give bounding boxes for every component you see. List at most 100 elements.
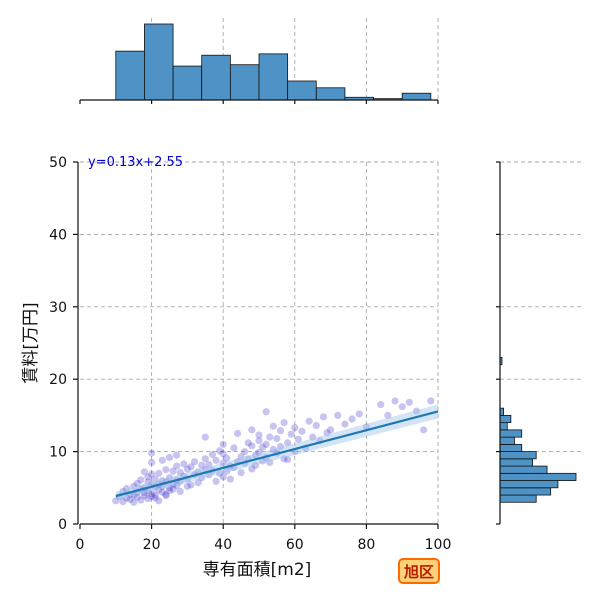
scatter-point bbox=[258, 443, 267, 451]
scatter-point bbox=[126, 495, 134, 503]
scatter-point bbox=[151, 494, 159, 502]
scatter-point bbox=[148, 458, 156, 467]
top-histogram-panel bbox=[79, 18, 439, 104]
right-histogram-bar bbox=[499, 429, 523, 438]
scatter-point bbox=[255, 448, 263, 456]
scatter-point bbox=[280, 419, 288, 427]
scatter-point bbox=[165, 487, 174, 495]
x-tick-label: 60 bbox=[286, 537, 304, 553]
scatter-point bbox=[427, 397, 435, 405]
right-histogram-bar bbox=[499, 414, 512, 424]
scatter-point bbox=[140, 489, 149, 497]
top-histogram-bar bbox=[115, 50, 145, 101]
x-axis-ticks: 0 20 40 60 80 100 bbox=[76, 524, 452, 553]
scatter-point bbox=[201, 433, 209, 441]
scatter-point bbox=[216, 447, 224, 455]
y-tick-label: 20 bbox=[49, 372, 67, 388]
right-histogram-bar bbox=[499, 443, 523, 452]
x-tick-label: 80 bbox=[357, 537, 375, 553]
scatter-point bbox=[148, 470, 156, 478]
scatter-point bbox=[323, 429, 331, 437]
right-histogram-bar bbox=[499, 472, 577, 481]
scatter-point bbox=[165, 484, 174, 492]
scatter-point bbox=[140, 492, 149, 500]
right-histogram-grid bbox=[500, 161, 582, 453]
scatter-point bbox=[162, 466, 170, 474]
scatter-point bbox=[183, 465, 191, 473]
scatter-point bbox=[276, 427, 285, 435]
top-histogram-ticks bbox=[79, 100, 439, 104]
regression-line bbox=[115, 410, 439, 498]
scatter-point bbox=[165, 453, 174, 461]
scatter-point bbox=[269, 445, 277, 454]
scatter-point bbox=[233, 429, 242, 438]
x-tick-label: 40 bbox=[214, 537, 232, 553]
right-histogram-bar bbox=[499, 436, 515, 445]
scatter-point bbox=[212, 456, 220, 464]
scatter-point bbox=[291, 424, 299, 432]
scatter-point bbox=[219, 459, 227, 467]
scatter-point bbox=[183, 482, 191, 490]
scatter-point bbox=[334, 411, 342, 419]
scatter-point bbox=[148, 489, 156, 498]
scatter-point bbox=[144, 478, 152, 486]
x-tick-label: 100 bbox=[425, 537, 452, 553]
top-histogram-bars bbox=[115, 23, 432, 101]
scatter-point bbox=[298, 427, 306, 435]
scatter-point bbox=[223, 454, 231, 462]
regression-confidence-band bbox=[115, 404, 439, 501]
scatter-point bbox=[248, 426, 256, 434]
scatter-point bbox=[187, 463, 195, 471]
scatter-point bbox=[341, 420, 349, 428]
scatter-point bbox=[273, 434, 281, 443]
main-grid bbox=[80, 161, 439, 524]
scatter-point bbox=[266, 433, 274, 441]
top-histogram-bar bbox=[201, 54, 231, 101]
scatter-point bbox=[255, 437, 263, 445]
scatter-point bbox=[112, 497, 120, 505]
scatter-point bbox=[169, 485, 177, 493]
scatter-point bbox=[151, 491, 159, 499]
scatter-point bbox=[162, 492, 170, 500]
scatter-point bbox=[130, 482, 138, 490]
scatter-point bbox=[219, 473, 227, 481]
scatter-point bbox=[173, 462, 181, 470]
top-histogram-bar bbox=[172, 65, 203, 101]
scatter-point bbox=[384, 411, 392, 419]
right-histogram-bar bbox=[499, 494, 537, 503]
scatter-point bbox=[155, 497, 163, 505]
scatter-point bbox=[244, 439, 252, 447]
y-tick-label: 40 bbox=[49, 227, 67, 243]
scatter-point bbox=[251, 451, 260, 459]
scatter-point bbox=[176, 468, 184, 477]
scatter-point bbox=[187, 481, 195, 489]
scatter-point bbox=[122, 494, 131, 502]
right-histogram-panel bbox=[496, 161, 582, 525]
scatter-point bbox=[137, 496, 145, 504]
scatter-point bbox=[140, 468, 149, 476]
scatter-point bbox=[122, 484, 131, 493]
scatter-point bbox=[165, 474, 174, 482]
scatter-point bbox=[255, 431, 263, 439]
scatter-point bbox=[158, 488, 166, 496]
y-axis-ticks: 0 10 20 30 40 50 bbox=[49, 155, 78, 533]
scatter-point bbox=[151, 475, 159, 483]
scatter-point bbox=[148, 449, 156, 457]
scatter-point bbox=[158, 456, 166, 464]
scatter-point bbox=[266, 458, 274, 467]
right-histogram-bar bbox=[499, 458, 533, 467]
scatter-point bbox=[287, 430, 295, 438]
y-tick-label: 50 bbox=[49, 155, 67, 171]
right-histogram-bar bbox=[499, 487, 552, 496]
scatter-point bbox=[190, 458, 199, 466]
scatter-point bbox=[212, 477, 220, 485]
scatter-point bbox=[305, 417, 313, 425]
scatter-point bbox=[133, 493, 141, 501]
top-histogram-bar bbox=[287, 80, 317, 101]
scatter-point bbox=[201, 455, 209, 463]
scatter-point bbox=[137, 476, 145, 484]
scatter-point bbox=[262, 440, 270, 448]
scatter-point bbox=[327, 426, 335, 434]
scatter-point bbox=[241, 448, 249, 456]
